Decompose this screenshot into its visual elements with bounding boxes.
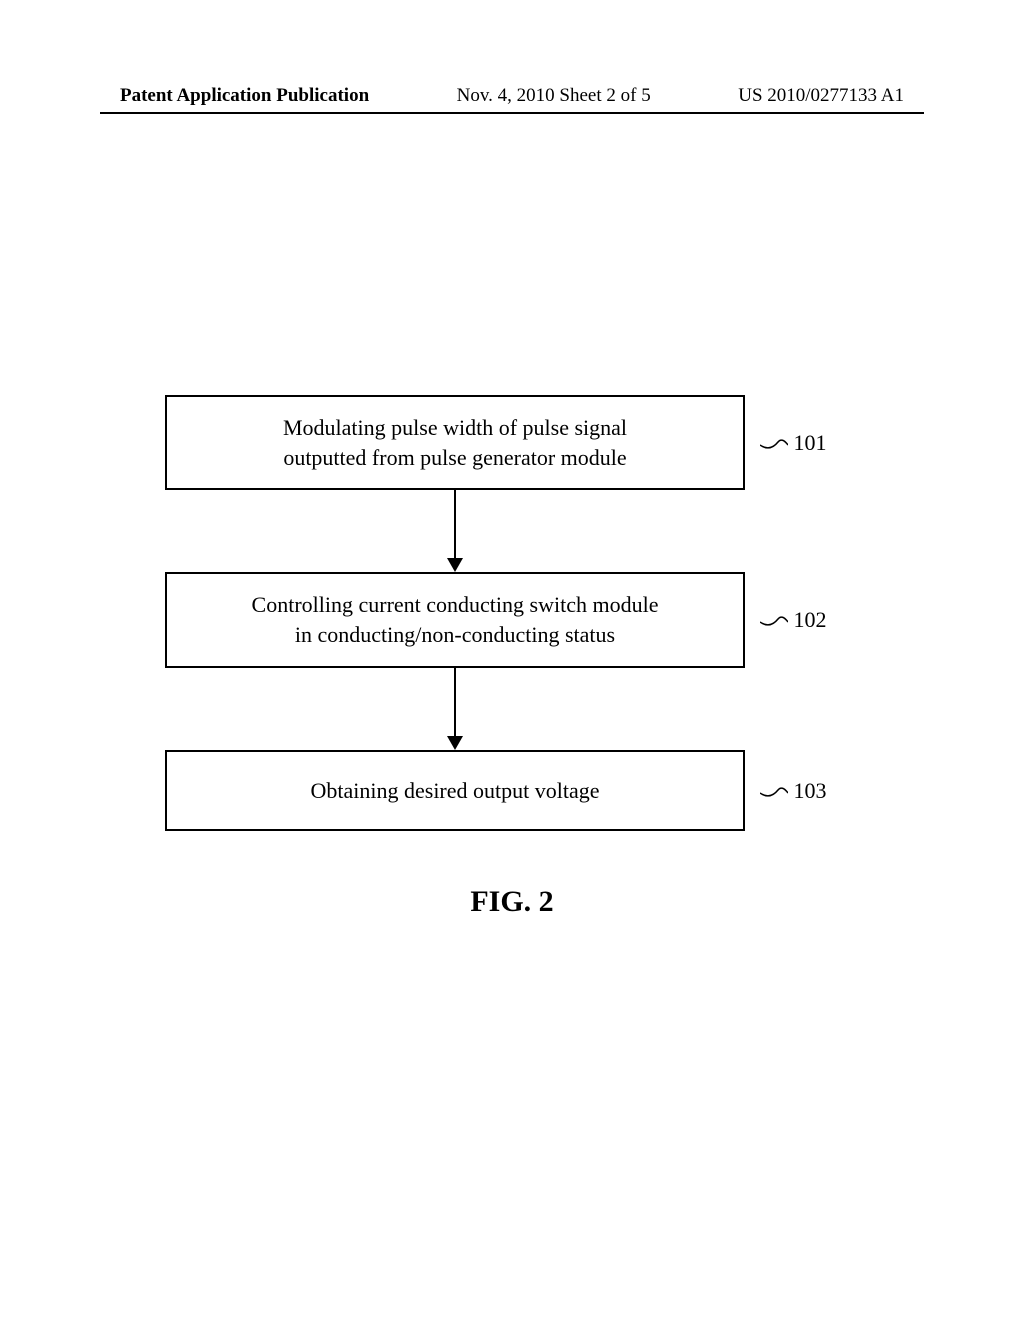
header-date-sheet: Nov. 4, 2010 Sheet 2 of 5 — [457, 85, 651, 107]
flowchart-step-1: Modulating pulse width of pulse signal o… — [165, 395, 745, 490]
header-divider — [100, 112, 924, 114]
header-publication-type: Patent Application Publication — [120, 85, 369, 107]
arrow-2 — [165, 668, 745, 750]
arrow-head-icon — [447, 736, 463, 750]
figure-caption: FIG. 2 — [0, 885, 1024, 919]
step-2-text-line-2: in conducting/non-conducting status — [295, 622, 615, 647]
header-row: Patent Application Publication Nov. 4, 2… — [120, 85, 904, 107]
connector-curve-icon — [760, 434, 788, 456]
flowchart-step-1-wrapper: Modulating pulse width of pulse signal o… — [165, 395, 845, 490]
step-3-label-text: 103 — [794, 778, 827, 803]
flowchart-step-2: Controlling current conducting switch mo… — [165, 572, 745, 667]
step-1-label-text: 101 — [794, 430, 827, 455]
step-2-text-line-1: Controlling current conducting switch mo… — [252, 592, 659, 617]
connector-curve-icon — [760, 611, 788, 633]
step-3-text-line-1: Obtaining desired output voltage — [311, 778, 600, 803]
arrow-line-icon — [454, 668, 456, 738]
flowchart-step-3: Obtaining desired output voltage — [165, 750, 745, 832]
step-3-label: 103 — [760, 778, 827, 804]
step-1-text-line-1: Modulating pulse width of pulse signal — [283, 415, 627, 440]
arrow-head-icon — [447, 558, 463, 572]
flowchart-diagram: Modulating pulse width of pulse signal o… — [165, 395, 845, 831]
arrow-1 — [165, 490, 745, 572]
step-1-label: 101 — [760, 430, 827, 456]
step-2-label: 102 — [760, 607, 827, 633]
patent-header: Patent Application Publication Nov. 4, 2… — [0, 85, 1024, 107]
step-2-label-text: 102 — [794, 607, 827, 632]
arrow-line-icon — [454, 490, 456, 560]
header-publication-number: US 2010/0277133 A1 — [738, 85, 904, 107]
step-1-text-line-2: outputted from pulse generator module — [283, 445, 626, 470]
flowchart-step-3-wrapper: Obtaining desired output voltage 103 — [165, 750, 845, 832]
connector-curve-icon — [760, 782, 788, 804]
flowchart-step-2-wrapper: Controlling current conducting switch mo… — [165, 572, 845, 667]
